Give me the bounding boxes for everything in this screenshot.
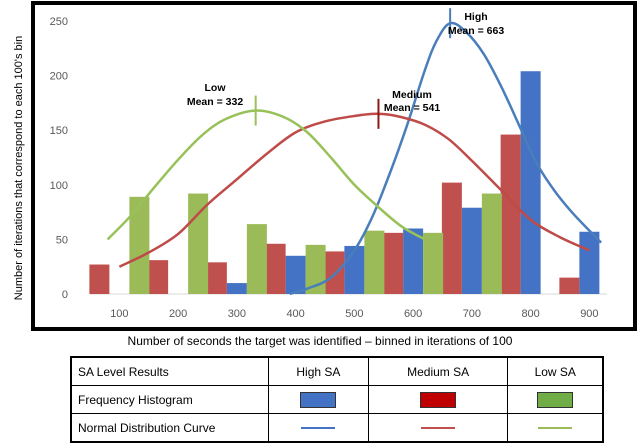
bar-low-sa: [423, 232, 444, 294]
bar-low-sa: [246, 224, 267, 294]
y-tick-label: 150: [50, 125, 68, 137]
bar-low-sa: [188, 193, 209, 294]
x-tick-label: 100: [110, 308, 128, 320]
annot-mean: Mean = 663: [448, 25, 504, 37]
x-tick-label: 800: [521, 308, 539, 320]
legend-col-medium: Medium SA: [367, 356, 509, 386]
y-axis-label: Number of iterations that correspond to …: [13, 36, 25, 300]
legend-row-curve: Normal Distribution Curve: [70, 413, 269, 443]
annot-label: Low: [205, 82, 227, 94]
bar-low-sa: [364, 230, 385, 294]
bar-low-sa: [129, 196, 150, 294]
bar-high-sa: [403, 228, 424, 294]
y-tick-label: 0: [62, 289, 68, 301]
legend-table: SA Level Results High SA Medium SA Low S…: [70, 356, 604, 443]
annot-label: Medium: [392, 89, 432, 101]
medium-bar-swatch: [420, 391, 457, 408]
bar-high-sa: [461, 207, 482, 294]
low-line-swatch: [538, 427, 573, 430]
chart: 0 50 100 150 200 250 100 200 300 400 500 600 700 800 9…: [13, 1, 637, 331]
y-tick-label: 50: [56, 234, 68, 246]
y-tick-label: 100: [50, 180, 68, 192]
bar-medium-sa: [89, 264, 110, 294]
legend-header-row: SA Level Results High SA Medium SA Low S…: [70, 356, 604, 386]
bar-low-sa: [305, 244, 326, 294]
x-tick-label: 300: [228, 308, 246, 320]
curve-medium-sa: [118, 112, 590, 268]
bar-medium-sa: [500, 134, 521, 294]
x-tick-label: 700: [463, 308, 481, 320]
x-tick-label: 500: [345, 308, 363, 320]
x-tick-label: 400: [286, 308, 304, 320]
y-tick-label: 200: [50, 71, 68, 83]
bar-high-sa: [579, 231, 600, 294]
bar-medium-sa: [383, 232, 404, 294]
bar-high-sa: [285, 255, 306, 294]
legend-curve-row: Normal Distribution Curve: [70, 413, 604, 443]
x-tick-label: 200: [169, 308, 187, 320]
bar-medium-sa: [324, 251, 345, 294]
legend-header: SA Level Results: [70, 356, 269, 386]
high-bar-swatch: [300, 391, 337, 408]
bar-medium-sa: [265, 243, 286, 294]
high-line-swatch: [301, 427, 336, 430]
curve-low-sa: [106, 109, 426, 241]
medium-line-swatch: [421, 427, 456, 430]
bar-high-sa: [344, 245, 365, 294]
low-bar-swatch: [537, 391, 574, 408]
x-tick-label: 600: [404, 308, 422, 320]
legend-col-high: High SA: [268, 356, 369, 386]
bar-medium-sa: [206, 262, 227, 294]
x-tick-label: 900: [580, 308, 598, 320]
bar-low-sa: [481, 193, 502, 294]
x-axis-label: Number of seconds the target was identif…: [127, 334, 513, 348]
bar-medium-sa: [441, 182, 462, 294]
bar-medium-sa: [148, 260, 169, 294]
bar-high-sa: [226, 283, 247, 294]
annot-mean: Mean = 541: [384, 102, 440, 114]
bar-high-sa: [520, 71, 541, 295]
legend-col-low: Low SA: [507, 356, 604, 386]
y-tick-label: 250: [50, 16, 68, 28]
annot-label: High: [464, 11, 487, 23]
legend-row-hist: Frequency Histogram: [70, 385, 269, 414]
legend-hist-row: Frequency Histogram: [70, 385, 604, 414]
bar-medium-sa: [559, 277, 580, 294]
annot-mean: Mean = 332: [187, 96, 243, 108]
